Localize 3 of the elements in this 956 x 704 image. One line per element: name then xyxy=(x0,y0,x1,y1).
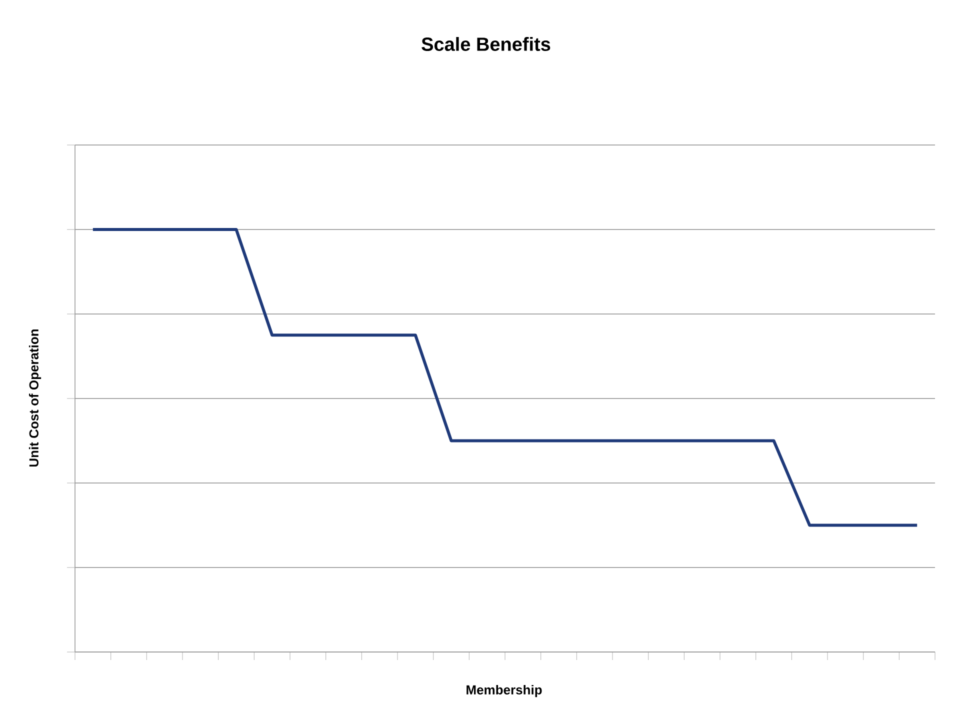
x-axis-title: Membership xyxy=(466,685,542,698)
chart-title: Scale Benefits xyxy=(422,37,550,52)
y-axis-title: Unit Cost of Operation xyxy=(28,330,42,467)
